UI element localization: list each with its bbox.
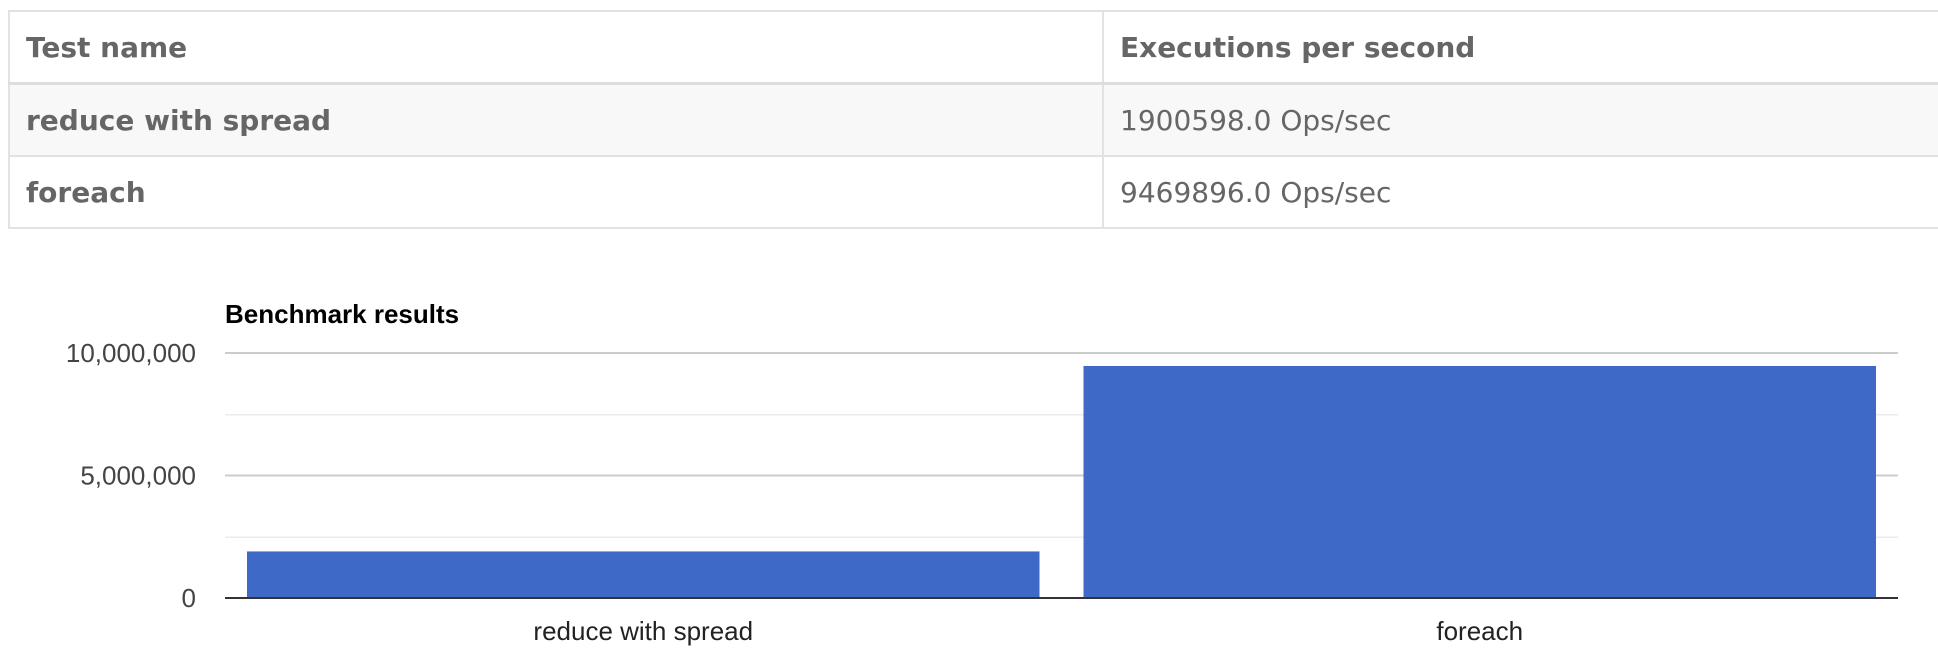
y-tick-label: 5,000,000	[80, 461, 196, 491]
chart-title: Benchmark results	[225, 299, 459, 329]
bar-reduce-with-spread	[247, 551, 1040, 598]
y-tick-label: 0	[182, 583, 196, 613]
header-executions-per-second: Executions per second	[1102, 10, 1938, 85]
benchmark-chart: Benchmark results 0 5,000,000 10,000,000 red…	[66, 299, 1898, 646]
table-row: reduce with spread 1900598.0 Ops/sec	[8, 82, 1938, 157]
ops-per-sec-cell: 1900598.0 Ops/sec	[1102, 82, 1938, 157]
table-header-row: Test name Executions per second	[8, 10, 1938, 85]
table-row: foreach 9469896.0 Ops/sec	[8, 155, 1938, 229]
test-name-cell: reduce with spread	[8, 82, 1104, 157]
y-tick-label: 10,000,000	[66, 338, 196, 368]
test-name-cell: foreach	[8, 155, 1104, 229]
bar-foreach	[1083, 365, 1876, 598]
x-category-label: foreach	[1436, 616, 1523, 646]
header-test-name: Test name	[8, 10, 1104, 85]
x-category-label: reduce with spread	[533, 616, 753, 646]
ops-per-sec-cell: 9469896.0 Ops/sec	[1102, 155, 1938, 229]
results-table: Test name Executions per second reduce w…	[8, 10, 1938, 229]
